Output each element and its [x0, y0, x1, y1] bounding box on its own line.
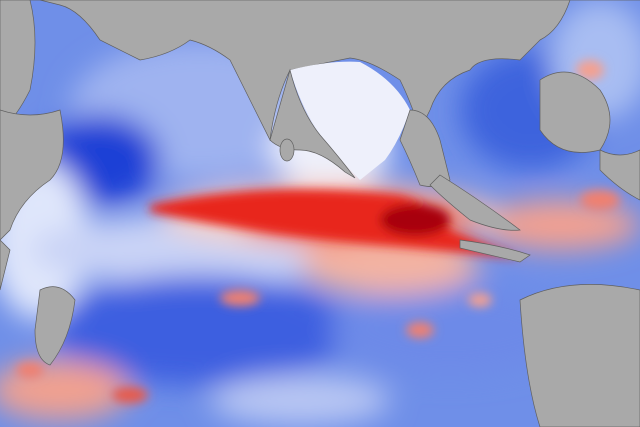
- sulawesi: [599, 149, 640, 201]
- borneo: [539, 71, 611, 153]
- australia: [519, 284, 640, 427]
- bay-of-bengal: [290, 61, 410, 180]
- africa-coast: [0, 239, 11, 291]
- sumatra: [429, 174, 521, 231]
- madagascar: [34, 286, 76, 366]
- sri-lanka: [279, 138, 295, 162]
- asia-landmass: [0, 0, 640, 142]
- java: [459, 239, 531, 263]
- horn-of-africa: [0, 109, 64, 241]
- anomaly-core: [16, 60, 620, 403]
